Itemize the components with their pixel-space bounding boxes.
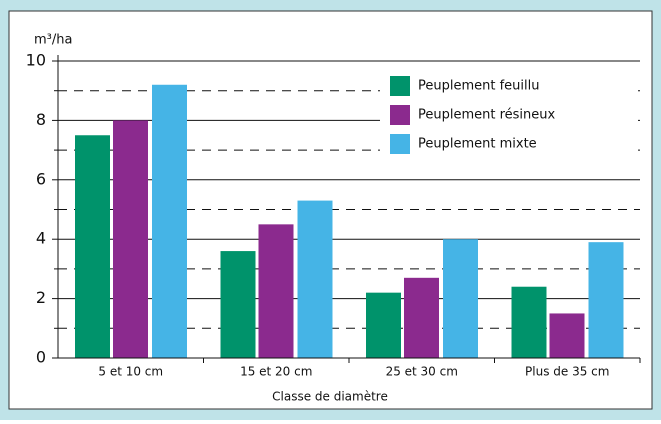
legend-swatch <box>390 105 410 125</box>
x-tick-label: 25 et 30 cm <box>386 365 458 379</box>
bar <box>443 239 478 358</box>
bar <box>366 292 401 358</box>
y-tick-label: 2 <box>36 288 46 307</box>
bar <box>588 242 624 358</box>
bar <box>258 224 294 358</box>
x-tick-label: 5 et 10 cm <box>98 365 163 379</box>
legend-label: Peuplement mixte <box>418 137 537 152</box>
bar <box>404 277 439 358</box>
bar <box>152 84 187 358</box>
bar <box>511 286 547 358</box>
legend-swatch <box>390 76 410 96</box>
y-tick-label: 0 <box>36 348 46 367</box>
bar <box>113 120 148 359</box>
legend-swatch <box>390 134 410 154</box>
bar <box>297 200 333 358</box>
y-tick-label: 10 <box>26 51 46 70</box>
y-axis-label: m³/ha <box>34 33 72 48</box>
bar <box>549 313 585 358</box>
bar <box>220 251 256 358</box>
y-tick-label: 4 <box>36 229 46 248</box>
y-tick-label: 8 <box>36 110 46 129</box>
x-tick-label: 15 et 20 cm <box>240 365 312 379</box>
legend-label: Peuplement feuillu <box>418 79 540 94</box>
legend-label: Peuplement résineux <box>418 108 556 123</box>
legend-background <box>380 72 638 162</box>
bar <box>75 135 110 358</box>
x-axis-label: Classe de diamètre <box>272 390 388 404</box>
y-tick-label: 6 <box>36 169 46 188</box>
x-tick-label: Plus de 35 cm <box>525 365 609 379</box>
